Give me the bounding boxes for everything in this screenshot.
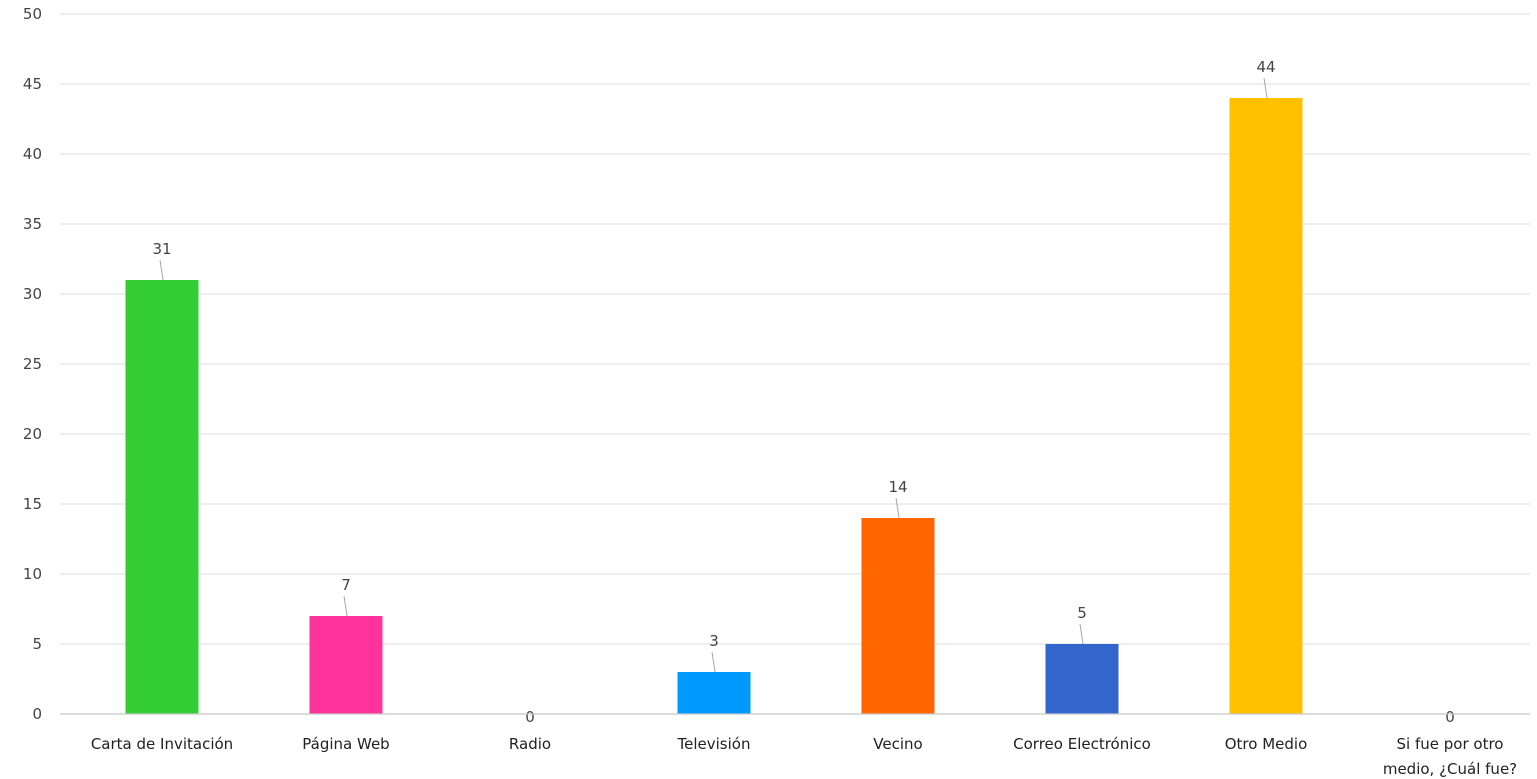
data-label: 5 xyxy=(1077,604,1087,622)
bar xyxy=(125,280,199,714)
x-tick-label: Televisión xyxy=(677,735,751,753)
label-leader-line xyxy=(711,651,716,673)
x-tick-label: Vecino xyxy=(873,735,922,753)
x-tick-label: Carta de Invitación xyxy=(91,735,233,753)
x-tick-label: Correo Electrónico xyxy=(1013,735,1151,753)
data-labels: 31 7 0 3 14 5 44 0 xyxy=(152,58,1454,726)
bar xyxy=(861,518,935,714)
x-axis-ticks: Carta de Invitación Página Web Radio Televi… xyxy=(91,735,1517,778)
data-label: 7 xyxy=(341,576,351,594)
y-tick-label: 45 xyxy=(23,75,42,93)
x-tick-label: Si fue por otro xyxy=(1397,735,1504,753)
data-label: 14 xyxy=(888,478,907,496)
data-label: 0 xyxy=(525,708,535,726)
bar xyxy=(677,672,751,714)
x-tick-label: Radio xyxy=(509,735,551,753)
y-tick-label: 50 xyxy=(23,5,42,23)
label-leader-line xyxy=(895,497,900,519)
y-axis-ticks: 0 5 10 15 20 25 30 35 40 45 50 xyxy=(23,5,42,723)
data-label: 44 xyxy=(1256,58,1275,76)
y-tick-label: 15 xyxy=(23,495,42,513)
data-label: 3 xyxy=(709,632,719,650)
y-tick-label: 30 xyxy=(23,285,42,303)
data-label: 0 xyxy=(1445,708,1455,726)
y-tick-label: 20 xyxy=(23,425,42,443)
x-tick-label: Página Web xyxy=(302,735,389,753)
bar xyxy=(1229,98,1303,714)
data-label: 31 xyxy=(152,240,171,258)
y-tick-label: 35 xyxy=(23,215,42,233)
x-tick-label: Otro Medio xyxy=(1225,735,1308,753)
y-tick-label: 10 xyxy=(23,565,42,583)
label-leader-line xyxy=(1079,623,1084,645)
label-leader-line xyxy=(343,595,348,617)
y-tick-label: 40 xyxy=(23,145,42,163)
bars xyxy=(125,98,1303,714)
y-tick-label: 5 xyxy=(32,635,42,653)
label-leader-line xyxy=(159,259,164,281)
y-tick-label: 25 xyxy=(23,355,42,373)
bar xyxy=(309,616,383,714)
x-tick-label: medio, ¿Cuál fue? xyxy=(1383,760,1517,778)
y-tick-label: 0 xyxy=(32,705,42,723)
bar xyxy=(1045,644,1119,714)
label-leader-line xyxy=(1263,77,1268,99)
grid-lines xyxy=(60,13,1530,645)
